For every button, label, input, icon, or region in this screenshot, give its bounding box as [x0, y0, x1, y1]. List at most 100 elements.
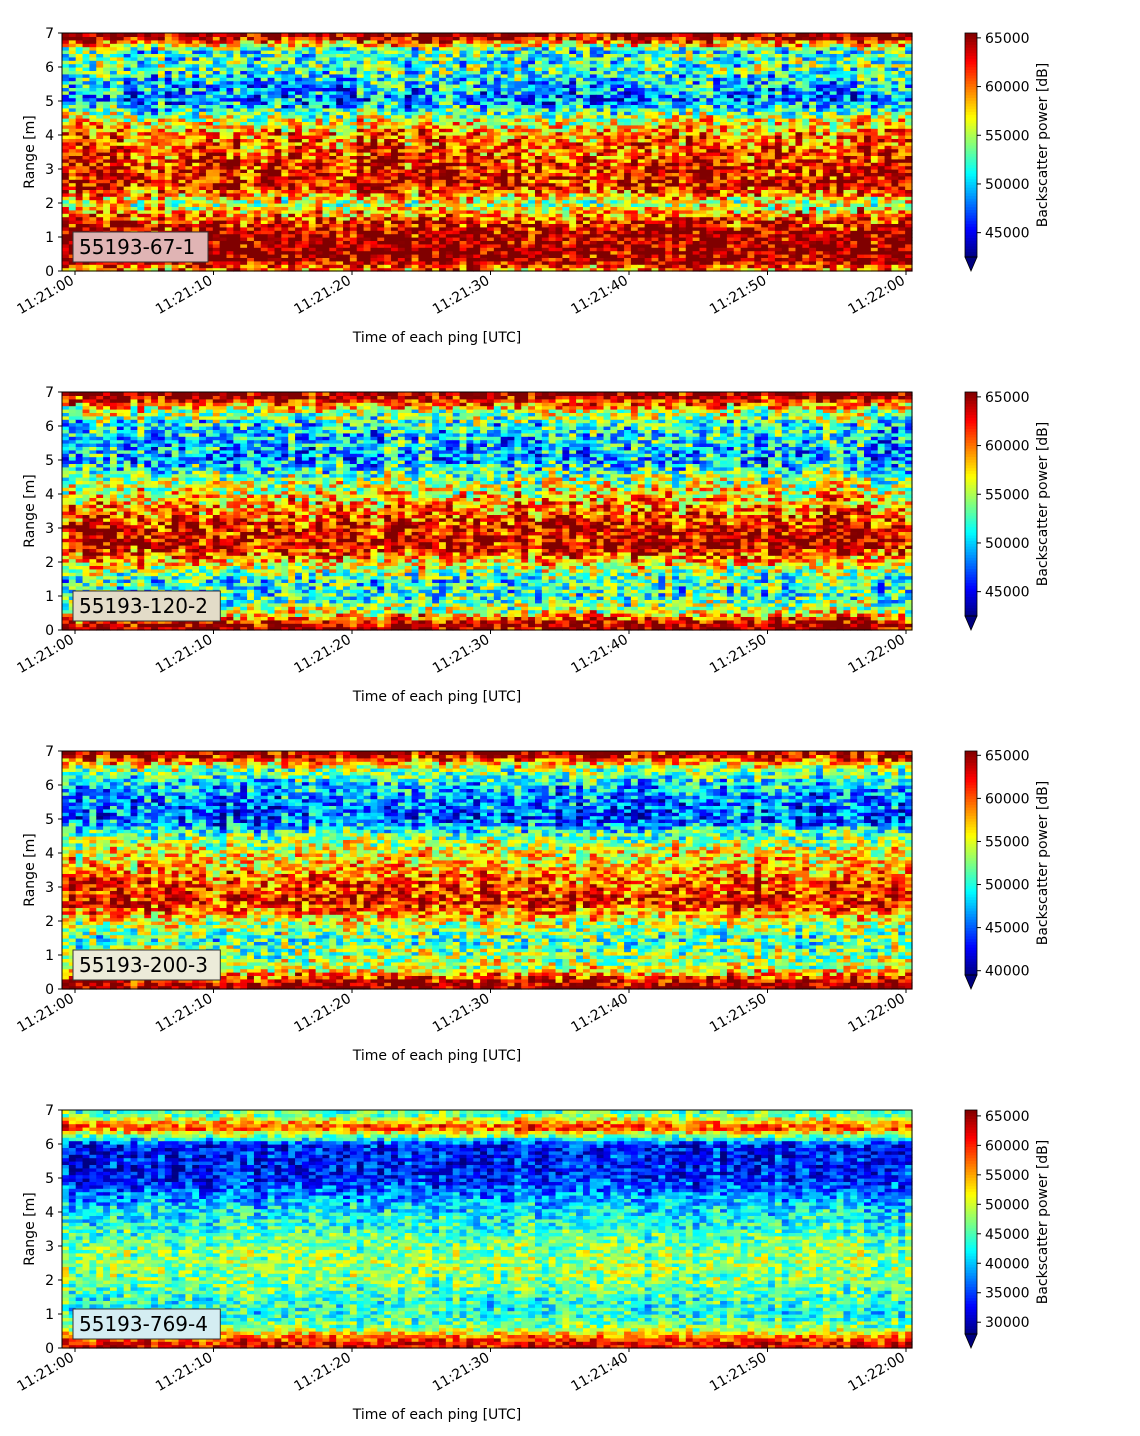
heatmap-cell	[82, 141, 91, 146]
heatmap-cell	[157, 70, 166, 75]
heatmap-cell	[199, 84, 207, 88]
heatmap-cell	[130, 80, 138, 85]
heatmap-cell	[233, 257, 241, 262]
heatmap-cell	[164, 111, 173, 116]
heatmap-cell	[247, 247, 255, 252]
heatmap-cell	[473, 199, 481, 204]
heatmap-cell	[171, 50, 180, 54]
heatmap-cell	[178, 260, 186, 265]
heatmap-cell	[487, 264, 495, 269]
heatmap-cell	[247, 114, 255, 119]
heatmap-cell	[137, 101, 145, 105]
heatmap-cell	[185, 186, 193, 190]
heatmap-cell	[274, 182, 282, 187]
heatmap-cell	[75, 77, 84, 82]
heatmap-cell	[157, 135, 166, 139]
heatmap-cell	[171, 84, 180, 88]
heatmap-cell	[205, 175, 214, 180]
heatmap-cell	[356, 199, 365, 204]
heatmap-cell	[240, 36, 248, 41]
heatmap-cell	[253, 124, 262, 129]
heatmap-cell	[212, 206, 221, 211]
heatmap-cell	[164, 152, 173, 156]
heatmap-cell	[82, 94, 91, 99]
heatmap-cell	[205, 223, 214, 228]
heatmap-cell	[185, 87, 193, 92]
heatmap-cell	[219, 90, 228, 95]
heatmap-cell	[377, 33, 385, 37]
heatmap-cell	[308, 175, 317, 180]
heatmap-cell	[192, 43, 200, 48]
heatmap-cell	[473, 141, 481, 146]
heatmap-cell	[226, 206, 234, 211]
heatmap-cell	[493, 199, 502, 204]
heatmap-cell	[192, 104, 200, 109]
heatmap-cell	[487, 216, 495, 221]
heatmap-cell	[226, 257, 234, 262]
heatmap-cell	[185, 141, 193, 146]
heatmap-cell	[89, 141, 97, 146]
heatmap-cell	[466, 226, 474, 231]
heatmap-cell	[233, 206, 241, 211]
heatmap-cell	[75, 39, 84, 44]
heatmap-cell	[185, 107, 193, 112]
heatmap-cell	[432, 199, 440, 204]
heatmap-cell	[171, 138, 180, 143]
heatmap-cell	[123, 111, 132, 116]
heatmap-cell	[548, 226, 557, 231]
heatmap-cell	[212, 121, 221, 126]
heatmap-cell	[137, 121, 145, 126]
heatmap-cell	[425, 192, 433, 197]
heatmap-cell	[185, 192, 193, 197]
heatmap-cell	[233, 169, 241, 173]
heatmap-cell	[205, 155, 214, 160]
heatmap-cell	[89, 63, 97, 68]
heatmap-cell	[343, 243, 351, 248]
heatmap-cell	[75, 70, 84, 75]
heatmap-cell	[226, 216, 234, 221]
heatmap-cell	[89, 196, 97, 201]
heatmap-cell	[178, 94, 186, 99]
heatmap-cell	[521, 216, 529, 221]
heatmap-cell	[343, 141, 351, 146]
heatmap-cell	[178, 148, 186, 153]
heatmap-cell	[130, 141, 138, 146]
heatmap-cell	[68, 135, 77, 139]
heatmap-cell	[109, 118, 118, 122]
heatmap-cell	[356, 233, 365, 238]
heatmap-cell	[205, 118, 214, 122]
heatmap-cell	[192, 50, 200, 54]
heatmap-cell	[116, 186, 125, 190]
heatmap-cell	[336, 226, 344, 231]
heatmap-cell	[109, 46, 118, 51]
heatmap-cell	[171, 192, 180, 197]
heatmap-cell	[171, 199, 180, 204]
heatmap-cell	[68, 199, 77, 204]
heatmap-cell	[514, 165, 522, 170]
heatmap-cell	[349, 264, 358, 269]
heatmap-cell	[116, 77, 125, 82]
heatmap-cell	[157, 148, 166, 153]
heatmap-cell	[192, 220, 200, 224]
heatmap-cell	[212, 80, 221, 85]
heatmap-cell	[116, 209, 125, 214]
heatmap-cell	[260, 182, 269, 187]
heatmap-cell	[384, 131, 392, 136]
heatmap-cell	[116, 145, 125, 150]
heatmap-cell	[68, 172, 77, 177]
heatmap-cell	[192, 135, 200, 139]
heatmap-cell	[123, 226, 132, 231]
heatmap-cell	[62, 46, 70, 51]
heatmap-cell	[199, 97, 207, 102]
heatmap-cell	[109, 53, 118, 58]
heatmap-cell	[68, 73, 77, 78]
heatmap-cell	[157, 141, 166, 146]
heatmap-cell	[96, 90, 104, 95]
heatmap-cell	[226, 60, 234, 65]
heatmap-cell	[384, 141, 392, 146]
heatmap-cell	[130, 158, 138, 163]
heatmap-cell	[144, 158, 152, 163]
heatmap-cell	[377, 141, 385, 146]
heatmap-cell	[205, 148, 214, 153]
heatmap-cell	[157, 128, 166, 133]
